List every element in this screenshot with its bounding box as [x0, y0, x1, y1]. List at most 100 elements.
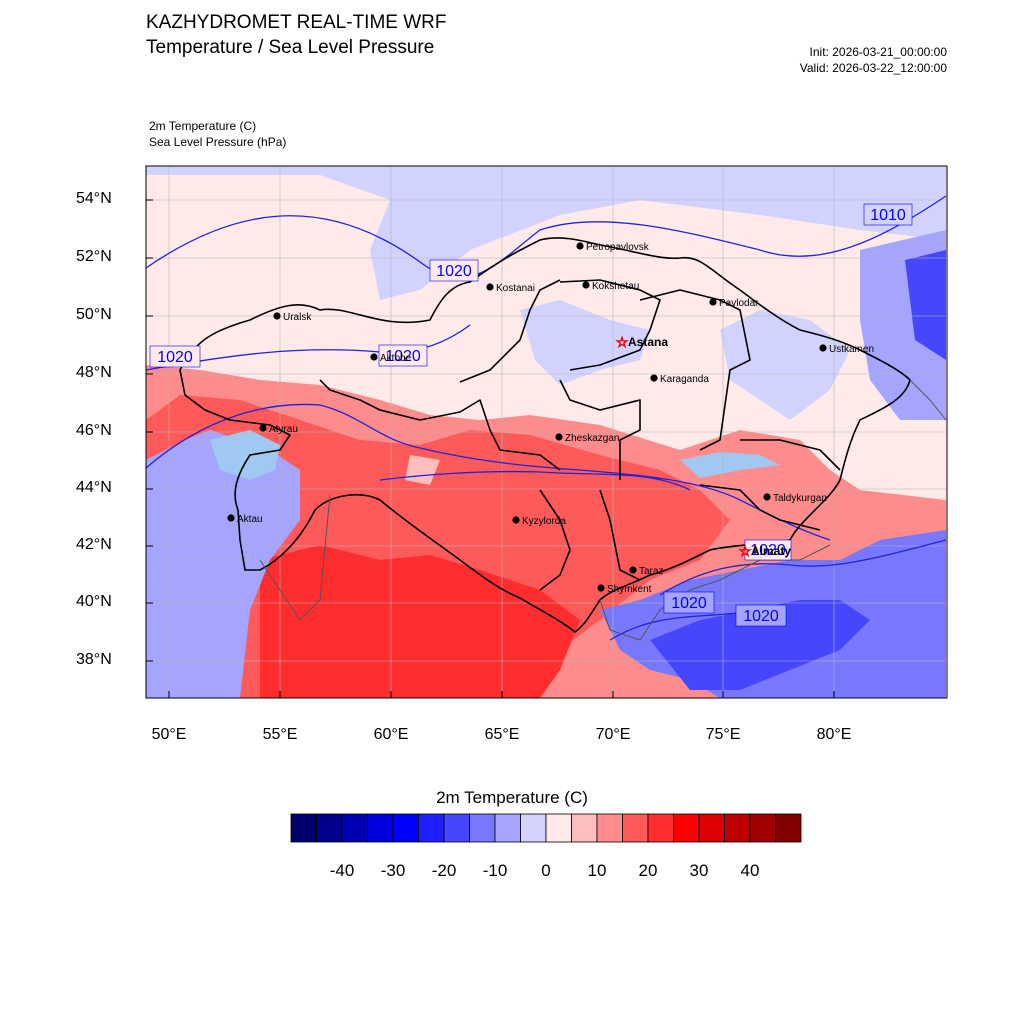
map-subtitle: Temperature / Sea Level Pressure	[146, 37, 435, 58]
lat-label-46n: 46°N	[76, 422, 112, 439]
city-dot-kyzylorda	[512, 516, 520, 524]
colorbar-swatch	[520, 813, 547, 843]
lat-label-54n: 54°N	[76, 190, 112, 207]
init-time: Init: 2026-03-21_00:00:00	[809, 45, 947, 59]
lat-label-42n: 42°N	[76, 536, 112, 553]
lat-label-48n: 48°N	[76, 364, 112, 381]
colorbar-swatch	[647, 813, 674, 843]
lat-label-50n: 50°N	[76, 306, 112, 323]
city-label-kokshetau: Kokshetau	[592, 281, 639, 292]
coldest-mountains-south	[650, 600, 870, 690]
colorbar-label-40: 40	[740, 861, 760, 880]
city-dot-kokshetau	[582, 281, 590, 289]
city-label-shymkent: Shymkent	[607, 584, 652, 595]
colorbar-swatch	[622, 813, 649, 843]
colorbar-label-30: 30	[689, 861, 709, 880]
colorbar-swatch	[571, 813, 598, 843]
colorbar-swatch	[367, 813, 394, 843]
field-temperature-label: 2m Temperature (C)	[149, 119, 257, 133]
cold-band-center	[520, 300, 650, 385]
colorbar	[290, 813, 802, 843]
lon-label-70e: 70°E	[595, 726, 631, 743]
city-label-kyzylorda: Kyzylorda	[522, 516, 566, 527]
colorbar-swatch	[418, 813, 445, 843]
colorbar-label-minus30: -30	[380, 861, 406, 880]
colorbar-label-minus40: -40	[329, 861, 355, 880]
isobar-labels: 1010 1020 1020 1020 1020 1020 1020	[149, 203, 913, 627]
aral-sea-area	[405, 455, 440, 485]
lon-label-60e: 60°E	[373, 726, 409, 743]
colorbar-swatch	[596, 813, 623, 843]
colorbar-swatch	[724, 813, 751, 843]
colorbar-swatch	[316, 813, 343, 843]
city-dot-taraz	[629, 566, 637, 574]
city-label-kostanai: Kostanai	[496, 283, 535, 294]
colorbar-label-10: 10	[587, 861, 607, 880]
city-label-almaty: Almaty	[751, 544, 791, 558]
isobar-label-1020-e: 1020	[671, 595, 707, 612]
isobar-label-1020-a: 1020	[436, 263, 472, 280]
city-dot-shymkent	[597, 584, 605, 592]
cold-band-north	[146, 166, 946, 300]
lat-label-52n: 52°N	[76, 248, 112, 265]
capital-star-icon: ☆	[739, 543, 752, 559]
city-dot-zheskazgan	[555, 433, 563, 441]
colorbar-swatch	[290, 813, 317, 843]
city-dot-taldykurgan	[763, 493, 771, 501]
city-dot-aktau	[227, 514, 235, 522]
city-label-aktobe: Aktobe	[380, 353, 412, 364]
city-label-uralsk: Uralsk	[283, 312, 312, 323]
lon-label-55e: 55°E	[262, 726, 298, 743]
lon-label-80e: 80°E	[816, 726, 852, 743]
caspian-sea	[146, 430, 300, 698]
colorbar-label-minus10: -10	[482, 861, 508, 880]
graticule	[146, 166, 946, 698]
city-label-petropavlovsk: Petropavlovsk	[586, 242, 650, 253]
map-title: KAZHYDROMET REAL-TIME WRF	[146, 12, 447, 33]
city-dot-ustkamen	[819, 344, 827, 352]
city-label-karaganda: Karaganda	[660, 374, 709, 385]
valid-time: Valid: 2026-03-22_12:00:00	[799, 61, 947, 75]
isobar-label-1020-f: 1020	[743, 608, 779, 625]
colorbar-title: 2m Temperature (C)	[436, 788, 588, 807]
city-dot-aktobe	[370, 353, 378, 361]
isobar-label-1020-d: 1020	[750, 542, 786, 559]
hottest-band	[260, 545, 580, 698]
city-label-atyrau: Atyrau	[269, 424, 298, 435]
lat-label-38n: 38°N	[76, 651, 112, 668]
northern-caspian-shallow	[210, 430, 280, 480]
colorbar-label-minus20: -20	[431, 861, 457, 880]
axis-ticks	[146, 199, 835, 698]
cold-band-east	[720, 310, 850, 420]
lake-balkhash	[680, 452, 780, 478]
colorbar-swatch	[698, 813, 725, 843]
admin-boundaries	[179, 237, 911, 633]
colorbar-swatch	[749, 813, 776, 843]
city-dot-karaganda	[650, 374, 658, 382]
lon-label-75e: 75°E	[705, 726, 741, 743]
capital-star-icon: ☆	[616, 334, 629, 350]
colorbar-swatch	[341, 813, 368, 843]
city-markers: Petropavlovsk Kostanai Kokshetau Pavlodar Ur…	[227, 242, 874, 595]
isobar-label-1020-c: 1020	[385, 348, 421, 365]
city-dot-uralsk	[273, 312, 281, 320]
city-label-zheskazgan: Zheskazgan	[565, 433, 619, 444]
colorbar-swatch	[673, 813, 700, 843]
isobar-label-1020-b: 1020	[157, 349, 193, 366]
city-label-ustkamen: Ustkamen	[829, 344, 874, 355]
city-label-taraz: Taraz	[639, 566, 663, 577]
city-dot-pavlodar	[709, 298, 717, 306]
colorbar-swatch	[392, 813, 419, 843]
city-dot-kostanai	[486, 283, 494, 291]
lat-label-40n: 40°N	[76, 593, 112, 610]
colorbar-label-20: 20	[638, 861, 658, 880]
city-dot-atyrau	[259, 424, 267, 432]
isobars	[146, 195, 947, 641]
colorbar-label-0: 0	[541, 861, 551, 880]
field-pressure-label: Sea Level Pressure (hPa)	[149, 135, 287, 149]
city-label-pavlodar: Pavlodar	[719, 298, 759, 309]
colorbar-swatch	[494, 813, 521, 843]
colorbar-swatch	[775, 813, 802, 843]
lat-label-44n: 44°N	[76, 479, 112, 496]
